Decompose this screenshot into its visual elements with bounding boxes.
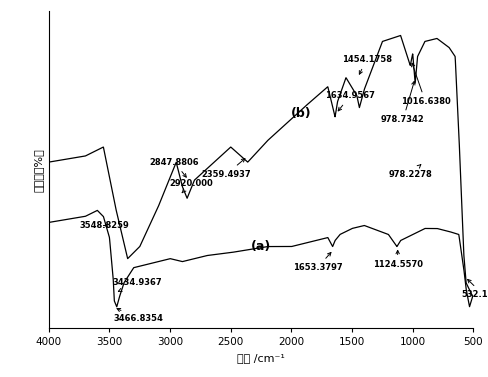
Text: 978.2278: 978.2278 [388,165,432,179]
Text: (a): (a) [251,240,271,253]
Text: 3466.8354: 3466.8354 [114,308,163,323]
Text: 2359.4937: 2359.4937 [202,159,251,179]
Y-axis label: 透射率（%）: 透射率（%） [33,148,43,192]
Text: 1653.3797: 1653.3797 [293,253,343,272]
Text: 1454.1758: 1454.1758 [342,55,391,74]
Text: 2920.000: 2920.000 [169,179,213,193]
Text: 978.7342: 978.7342 [381,81,425,124]
X-axis label: 波数 /cm⁻¹: 波数 /cm⁻¹ [237,352,285,363]
Text: 532.1519: 532.1519 [461,279,488,299]
Text: 1016.6380: 1016.6380 [401,63,450,106]
Text: 2847.8806: 2847.8806 [150,158,199,177]
Text: (b): (b) [291,107,311,120]
Text: 3548.8259: 3548.8259 [79,221,129,230]
Text: 3434.9367: 3434.9367 [113,278,162,291]
Text: 1124.5570: 1124.5570 [373,250,423,269]
Text: 1634.9567: 1634.9567 [325,91,375,111]
